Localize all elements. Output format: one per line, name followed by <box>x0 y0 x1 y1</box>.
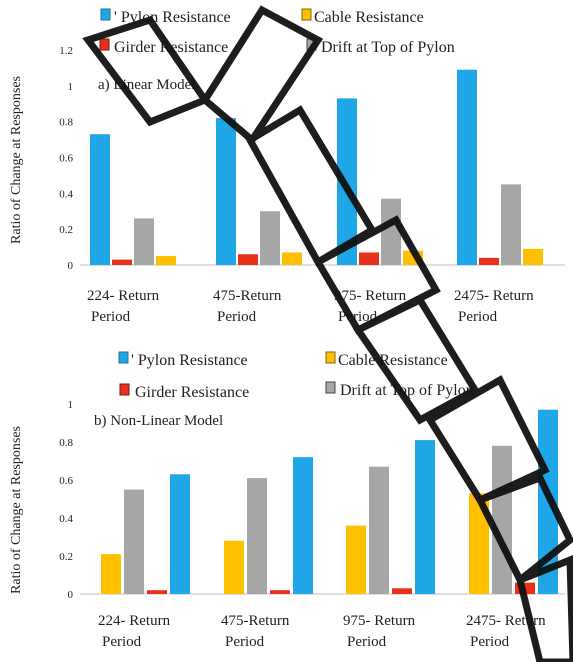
subtitle-b: b) Non-Linear Model <box>94 413 223 429</box>
bar <box>216 118 236 265</box>
x-tick-label: 224- Return <box>98 613 171 629</box>
x-tick-label: Period <box>470 634 510 650</box>
bar <box>101 554 121 594</box>
bar <box>346 525 366 594</box>
y-tick-label: 0 <box>68 260 74 272</box>
bar <box>112 259 132 265</box>
legend-swatch-drift <box>325 381 336 394</box>
chart-a: ' Pylon Resistance Cable Resistance Gird… <box>9 8 565 325</box>
x-tick-label: 2475- Return <box>454 288 534 304</box>
x-tick-label: 224- Return <box>87 288 160 304</box>
bar <box>359 252 379 265</box>
y-tick-label: 1 <box>68 399 74 411</box>
bar <box>156 256 176 265</box>
bar <box>469 493 489 594</box>
y-tick-label: 0.2 <box>59 224 73 236</box>
bar <box>492 445 512 594</box>
bar <box>170 474 190 594</box>
legend-swatch-pylon <box>118 351 129 364</box>
x-tick-label: 975- Return <box>334 288 407 304</box>
y-tick-label: 0.2 <box>59 551 73 563</box>
legend-b-girder: Girder Resistance <box>135 384 249 401</box>
y-axis-label-b: Ratio of Change at Responses <box>9 426 24 594</box>
y-tick-label: 0.4 <box>59 188 73 200</box>
subtitle-a: a) Linear Model <box>98 77 195 93</box>
legend-swatch-girder <box>99 38 110 51</box>
bar <box>392 588 412 594</box>
y-tick-label: 0.6 <box>59 475 73 487</box>
x-tick-label: Period <box>347 634 387 650</box>
watermark <box>82 5 573 662</box>
bar <box>224 540 244 594</box>
y-tick-label: 0 <box>68 589 74 601</box>
bar <box>479 257 499 265</box>
x-tick-label: 975- Return <box>343 613 416 629</box>
legend-b-cable: Cable Resistance <box>338 352 448 369</box>
bar <box>247 478 267 594</box>
bar <box>147 590 167 594</box>
bar <box>90 134 110 265</box>
legend-swatch-pylon <box>100 8 111 21</box>
y-tick-label: 0.4 <box>59 513 73 525</box>
x-tick-label: Period <box>102 634 142 650</box>
y-tick-label: 0.8 <box>59 117 73 129</box>
x-tick-label: Period <box>217 309 257 325</box>
bar <box>260 211 280 265</box>
x-tick-label: Period <box>91 309 131 325</box>
bar <box>124 489 144 594</box>
bar <box>134 218 154 265</box>
bar <box>282 252 302 265</box>
bar <box>369 466 389 594</box>
y-tick-label: 1 <box>68 81 74 93</box>
bar <box>381 198 401 265</box>
x-tick-label: 475-Return <box>221 613 290 629</box>
legend-b-pylon: ' Pylon Resistance <box>131 352 248 369</box>
y-tick-label: 1.2 <box>59 45 73 57</box>
y-axis-label-a: Ratio of Change at Responses <box>9 76 24 244</box>
legend-swatch-cable <box>325 351 336 364</box>
y-tick-label: 0.6 <box>59 153 73 165</box>
legend-b-drift: Drift at Top of Pylon <box>340 382 474 399</box>
bar <box>270 590 290 594</box>
legend-a-drift: Drift at Top of Pylon <box>321 39 455 56</box>
bar <box>457 69 477 265</box>
bar <box>238 254 258 265</box>
legend-a-cable: Cable Resistance <box>314 9 424 26</box>
x-tick-label: Period <box>225 634 265 650</box>
bar <box>293 457 313 594</box>
legend-swatch-cable <box>301 8 312 21</box>
y-tick-label: 0.8 <box>59 437 73 449</box>
x-tick-label: Period <box>458 309 498 325</box>
legend-swatch-girder <box>119 383 130 396</box>
bar <box>501 184 521 265</box>
chart-b: ' Pylon Resistance Cable Resistance Gird… <box>9 351 565 650</box>
bar <box>415 440 435 594</box>
x-tick-label: 475-Return <box>213 288 282 304</box>
bar <box>523 248 543 265</box>
